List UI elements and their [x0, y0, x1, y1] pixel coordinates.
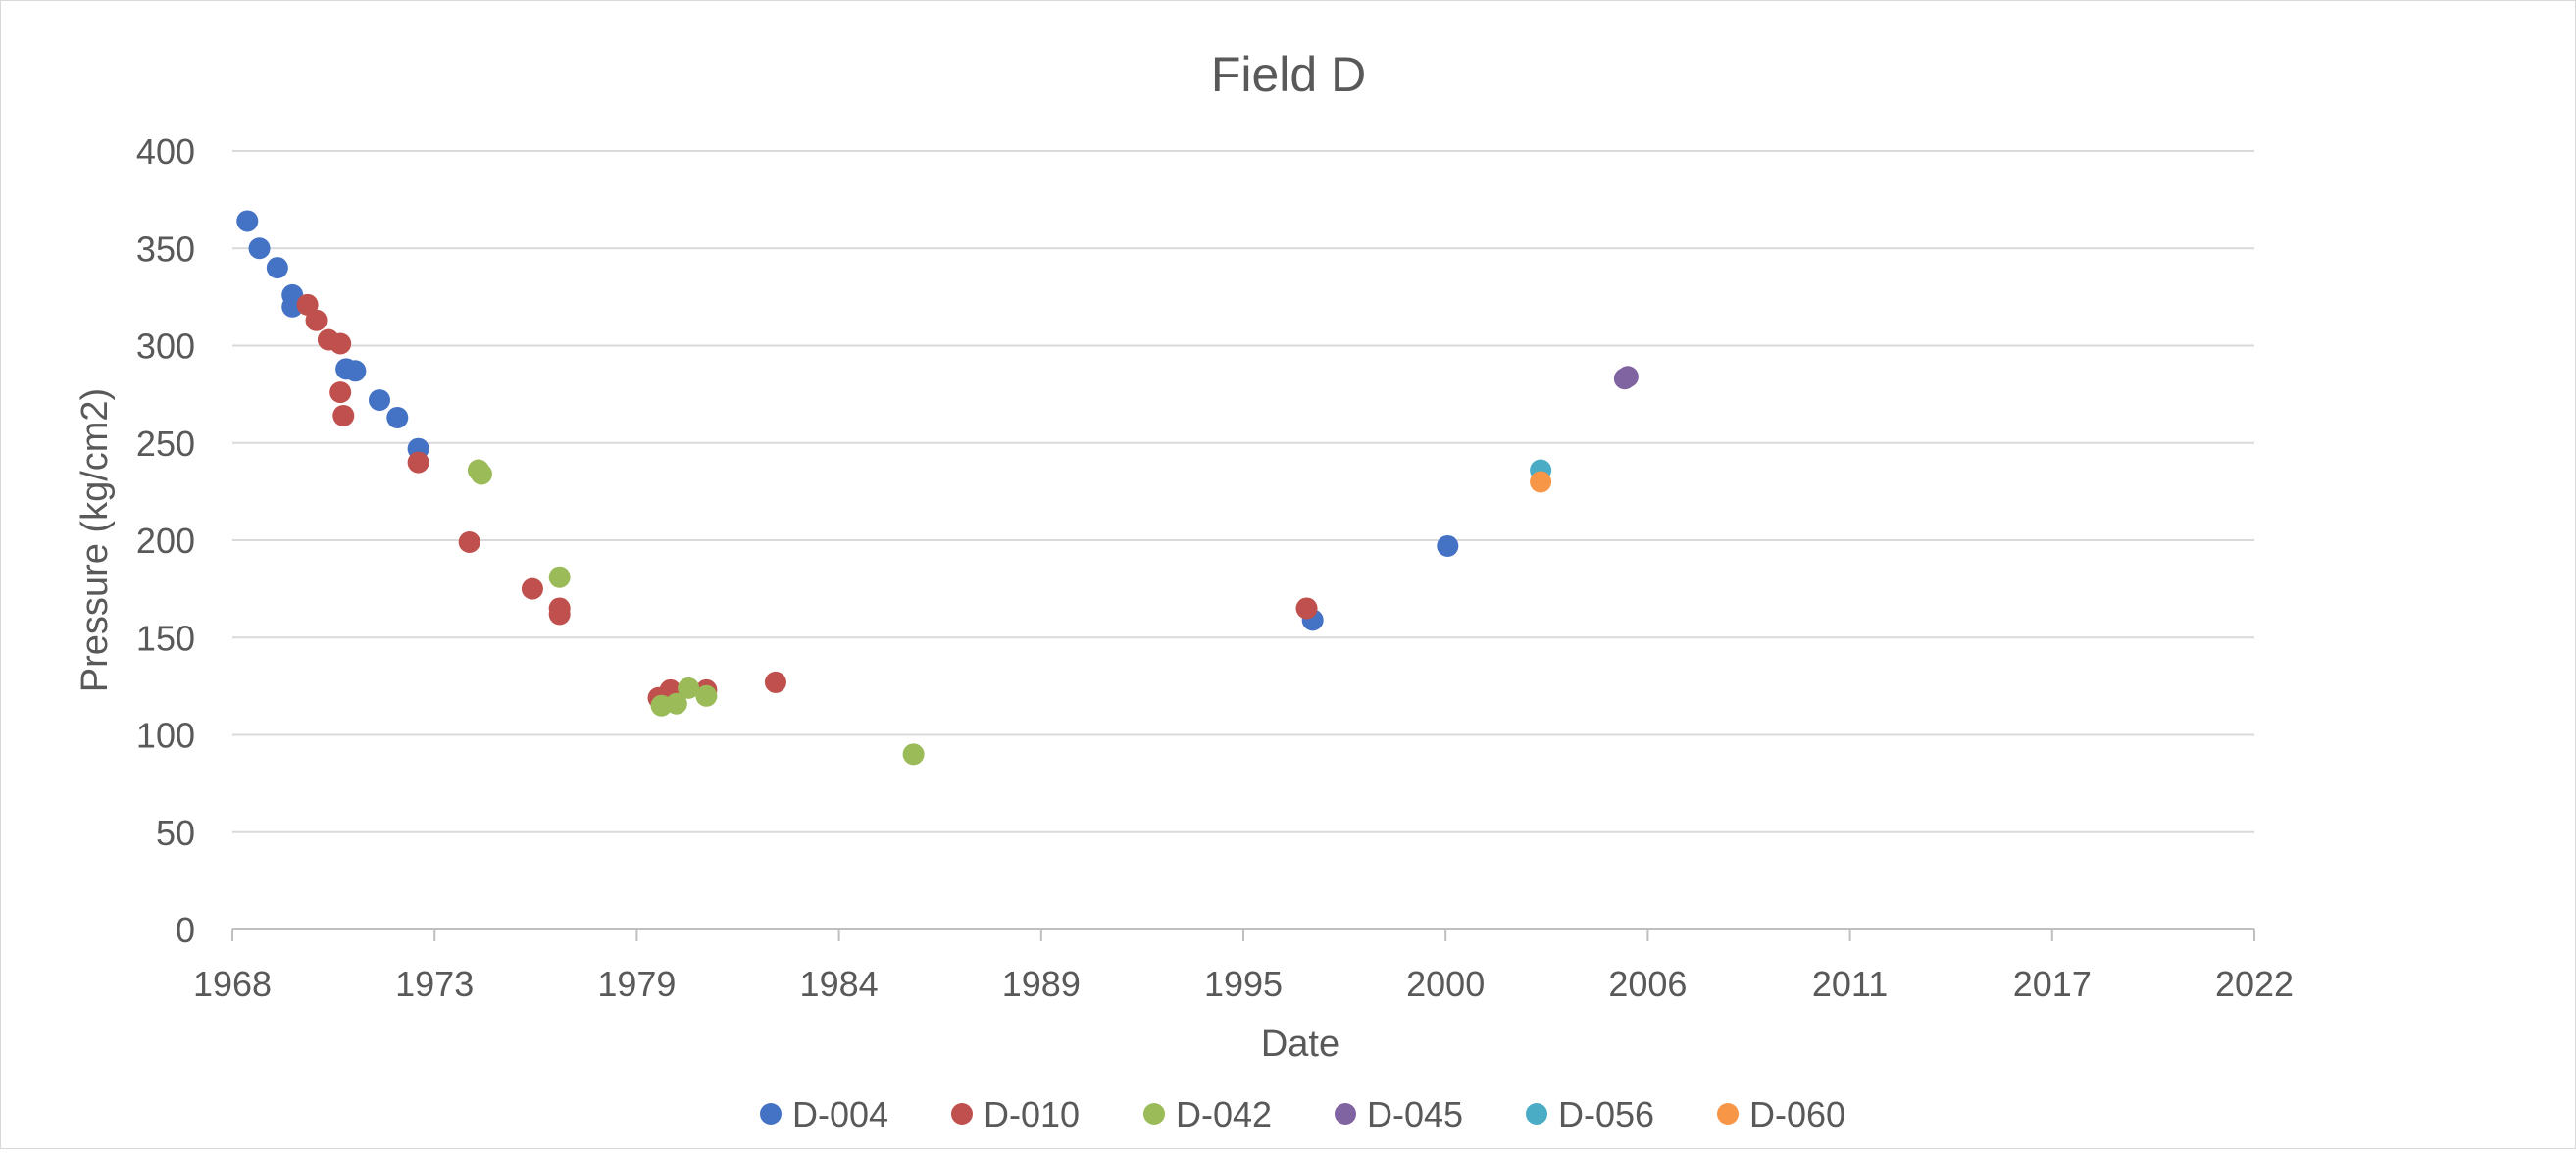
- data-point: [470, 463, 492, 485]
- data-point: [266, 257, 288, 279]
- legend-label: D-042: [1176, 1094, 1272, 1134]
- x-tick-label: 1979: [597, 964, 676, 1004]
- x-tick-label: 1995: [1204, 964, 1283, 1004]
- data-point: [548, 603, 571, 626]
- data-point: [329, 381, 352, 404]
- legend-label: D-045: [1367, 1094, 1463, 1134]
- data-point: [248, 237, 271, 260]
- x-axis-ticks: 1968 1973 1979 1984 1989 1995 2000 2006 2011 2017…: [193, 929, 2294, 1004]
- x-tick-label: 1973: [395, 964, 474, 1004]
- legend-marker: [1526, 1103, 1547, 1125]
- data-point: [407, 451, 429, 474]
- data-point: [458, 530, 480, 553]
- legend-item: D-004: [760, 1094, 888, 1134]
- legend: D-004 D-010 D-042 D-045 D-056 D-060: [760, 1094, 1845, 1134]
- data-point: [548, 566, 571, 588]
- legend-item: D-042: [1143, 1094, 1272, 1134]
- data-point: [521, 577, 543, 600]
- legend-marker: [1335, 1103, 1356, 1125]
- series-d-045: [1613, 366, 1639, 390]
- data-point: [236, 210, 259, 232]
- y-tick-label: 300: [136, 326, 195, 367]
- y-tick-label: 0: [176, 910, 195, 950]
- series-d-042: [467, 459, 925, 766]
- legend-label: D-010: [984, 1094, 1080, 1134]
- legend-item: D-045: [1335, 1094, 1463, 1134]
- data-point: [764, 671, 786, 693]
- y-tick-label: 200: [136, 521, 195, 561]
- data-point: [665, 692, 687, 715]
- legend-marker: [1717, 1103, 1739, 1125]
- legend-label: D-060: [1749, 1094, 1845, 1134]
- legend-item: D-056: [1526, 1094, 1654, 1134]
- data-point: [386, 406, 409, 428]
- legend-marker: [1143, 1103, 1165, 1125]
- y-axis-ticks: 0 50 100 150 200 250 300 350 400: [136, 131, 195, 950]
- data-point: [1530, 471, 1552, 493]
- legend-marker: [760, 1103, 782, 1125]
- y-axis-label: Pressure (kg/cm2): [75, 388, 116, 692]
- x-tick-label: 1968: [193, 964, 272, 1004]
- data-point: [369, 389, 391, 412]
- y-tick-label: 400: [136, 131, 195, 172]
- data-point: [329, 332, 352, 355]
- legend-marker: [951, 1103, 973, 1125]
- x-tick-label: 2000: [1406, 964, 1485, 1004]
- data-point: [1437, 534, 1459, 557]
- data-point: [902, 743, 925, 766]
- y-tick-label: 50: [156, 813, 195, 853]
- gridlines: [232, 150, 2254, 833]
- data-point: [332, 404, 355, 426]
- x-tick-label: 2017: [2013, 964, 2092, 1004]
- y-tick-label: 250: [136, 424, 195, 464]
- data-point: [1295, 597, 1318, 620]
- y-tick-label: 150: [136, 618, 195, 658]
- data-point: [344, 360, 367, 382]
- data-point: [678, 677, 700, 699]
- legend-label: D-056: [1558, 1094, 1654, 1134]
- data-point: [1616, 366, 1639, 388]
- legend-item: D-060: [1717, 1094, 1845, 1134]
- x-tick-label: 2006: [1608, 964, 1687, 1004]
- x-axis-label: Date: [1261, 1024, 1339, 1065]
- legend-label: D-004: [792, 1094, 888, 1134]
- data-point: [695, 684, 718, 707]
- data-point: [305, 309, 328, 331]
- data-points: [236, 210, 1639, 766]
- legend-item: D-010: [951, 1094, 1080, 1134]
- y-tick-label: 100: [136, 716, 195, 756]
- x-tick-label: 2022: [2215, 964, 2294, 1004]
- y-tick-label: 350: [136, 228, 195, 269]
- x-tick-label: 1984: [800, 964, 879, 1004]
- x-tick-label: 2011: [1812, 964, 1888, 1004]
- series-d-010: [296, 293, 1318, 709]
- x-tick-label: 1989: [1002, 964, 1081, 1004]
- chart-title: Field D: [1211, 47, 1366, 102]
- series-d-060: [1530, 471, 1552, 493]
- series-d-004: [236, 210, 1459, 631]
